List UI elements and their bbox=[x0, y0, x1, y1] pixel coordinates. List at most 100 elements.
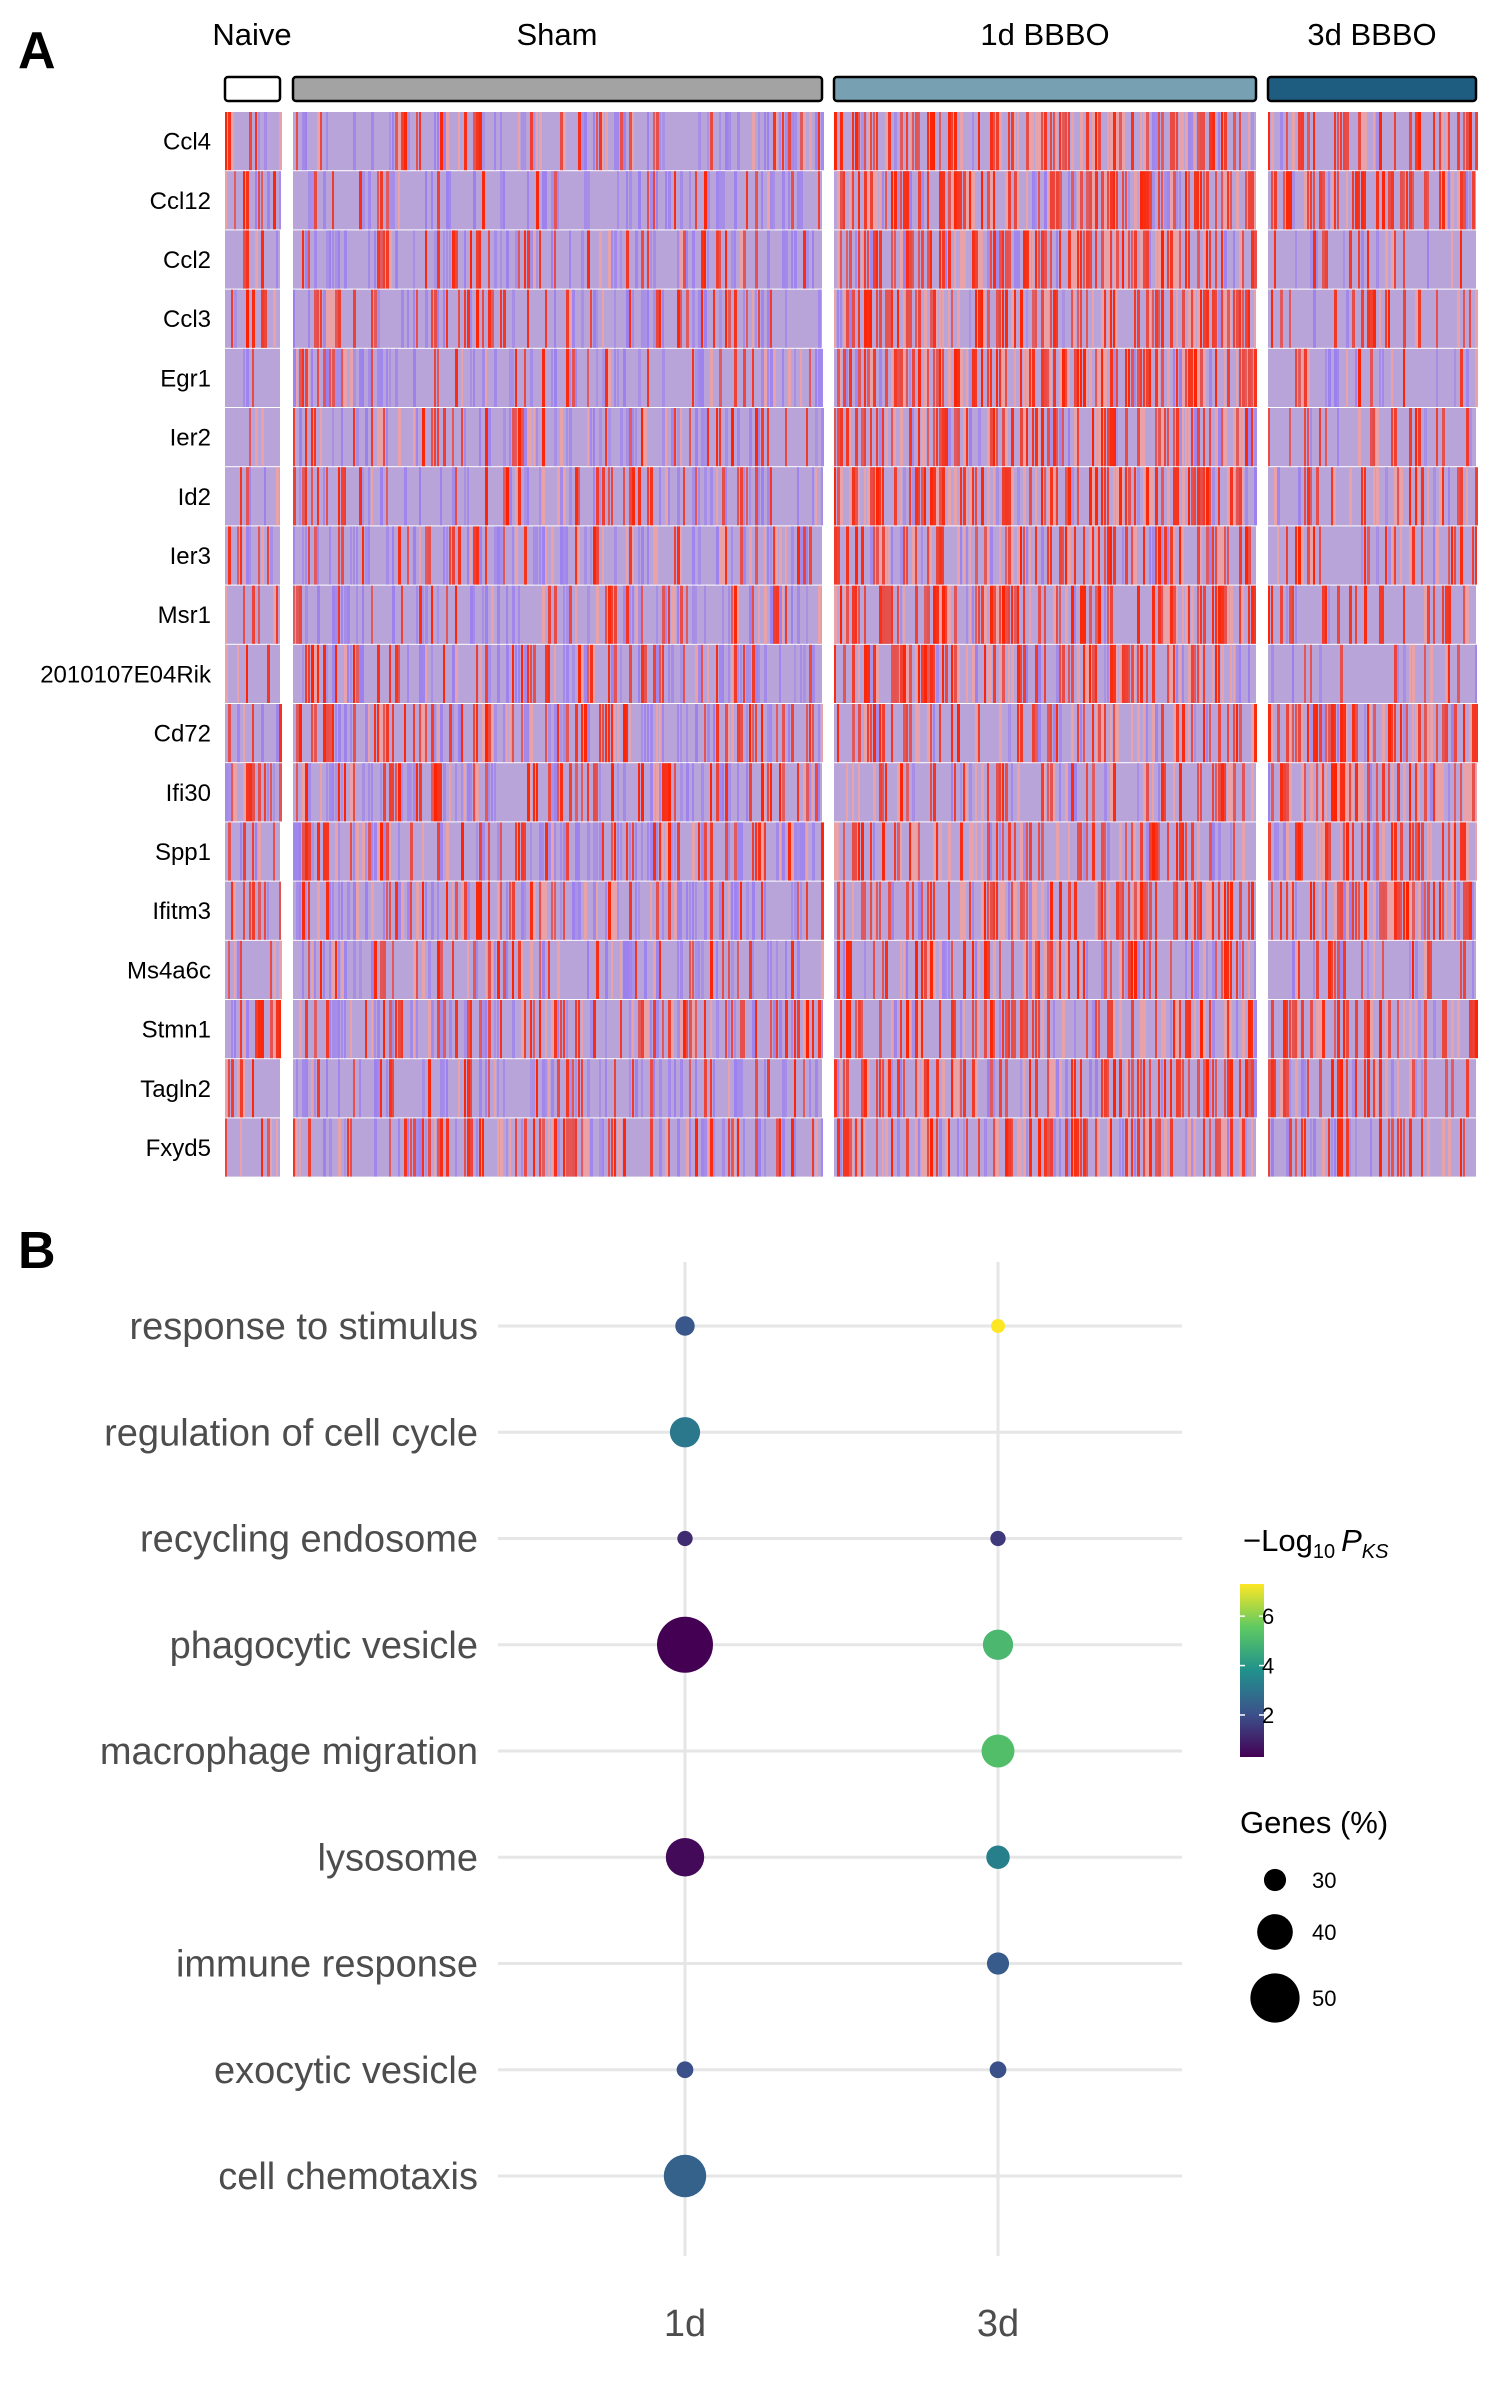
dotplot-gridlines bbox=[498, 1262, 1182, 2256]
heatmap-stripe bbox=[500, 822, 502, 881]
heatmap-stripe bbox=[1304, 408, 1306, 467]
heatmap-stripe bbox=[1014, 1000, 1016, 1059]
heatmap-stripe bbox=[945, 230, 947, 289]
heatmap-stripe bbox=[1143, 940, 1145, 999]
heatmap-stripe bbox=[731, 644, 733, 703]
heatmap-stripe bbox=[273, 171, 276, 230]
heatmap-stripe bbox=[680, 1000, 683, 1059]
heatmap-stripe bbox=[1370, 348, 1373, 407]
heatmap-stripe bbox=[849, 940, 852, 999]
heatmap-stripe bbox=[936, 644, 939, 703]
heatmap-stripe bbox=[1011, 112, 1014, 171]
heatmap-stripe bbox=[1125, 467, 1127, 526]
heatmap-stripe bbox=[629, 408, 632, 467]
heatmap-stripe bbox=[1176, 171, 1178, 230]
heatmap-stripe bbox=[671, 1000, 674, 1059]
heatmap-stripe bbox=[596, 467, 599, 526]
heatmap-stripe bbox=[1209, 822, 1212, 881]
heatmap-stripe bbox=[530, 348, 533, 407]
heatmap-stripe bbox=[1017, 704, 1019, 763]
heatmap-stripe bbox=[737, 467, 739, 526]
heatmap-stripe bbox=[299, 408, 302, 467]
heatmap-stripe bbox=[593, 408, 595, 467]
heatmap-stripe bbox=[788, 822, 791, 881]
gene-label: Egr1 bbox=[160, 365, 211, 392]
heatmap-stripe bbox=[728, 704, 730, 763]
heatmap-stripe bbox=[1427, 171, 1429, 230]
heatmap-stripe bbox=[632, 940, 635, 999]
heatmap-stripe bbox=[1089, 348, 1092, 407]
heatmap-stripe bbox=[1191, 585, 1194, 644]
gene-label: Ifitm3 bbox=[152, 898, 211, 925]
heatmap-stripe bbox=[398, 1000, 401, 1059]
heatmap-stripe bbox=[249, 467, 251, 526]
heatmap-stripe bbox=[1017, 1118, 1020, 1177]
heatmap-stripe bbox=[1283, 1000, 1286, 1059]
heatmap-stripe bbox=[879, 1059, 881, 1118]
heatmap-stripe bbox=[1113, 289, 1115, 348]
heatmap-stripe bbox=[1107, 112, 1109, 171]
heatmap-stripe bbox=[719, 112, 721, 171]
heatmap-stripe bbox=[1298, 704, 1301, 763]
heatmap-stripe bbox=[506, 585, 508, 644]
heatmap-stripe bbox=[1242, 348, 1245, 407]
heatmap-stripe bbox=[1020, 881, 1023, 940]
heatmap-stripe bbox=[443, 230, 445, 289]
heatmap-stripe bbox=[440, 112, 443, 171]
heatmap-stripe bbox=[632, 526, 634, 585]
heatmap-stripe bbox=[350, 1118, 352, 1177]
heatmap-stripe bbox=[837, 704, 839, 763]
heatmap-stripe bbox=[593, 1000, 596, 1059]
heatmap-stripe bbox=[533, 230, 536, 289]
heatmap-stripe bbox=[1104, 289, 1106, 348]
heatmap-stripe bbox=[1113, 763, 1116, 822]
heatmap-stripe bbox=[554, 1118, 557, 1177]
heatmap-stripe bbox=[999, 1000, 1001, 1059]
heatmap-stripe bbox=[302, 230, 304, 289]
heatmap-stripe bbox=[773, 1000, 776, 1059]
heatmap-stripe bbox=[590, 644, 593, 703]
heatmap-stripe bbox=[326, 822, 329, 881]
heatmap-stripe bbox=[641, 822, 643, 881]
heatmap-stripe bbox=[921, 1000, 923, 1059]
heatmap-stripe bbox=[864, 940, 866, 999]
heatmap-stripe bbox=[1373, 1059, 1375, 1118]
heatmap-stripe bbox=[1125, 1059, 1128, 1118]
heatmap-stripe bbox=[779, 763, 781, 822]
heatmap-stripe bbox=[1068, 940, 1070, 999]
heatmap-stripe bbox=[885, 171, 887, 230]
heatmap-stripe bbox=[365, 526, 368, 585]
heatmap-stripe bbox=[1014, 171, 1017, 230]
heatmap-stripe bbox=[1409, 112, 1412, 171]
heatmap-stripe bbox=[1242, 940, 1244, 999]
heatmap-stripe bbox=[638, 763, 640, 822]
heatmap-stripe bbox=[1209, 408, 1211, 467]
heatmap-stripe bbox=[1352, 881, 1354, 940]
heatmap-stripe bbox=[728, 112, 731, 171]
heatmap-stripe bbox=[987, 408, 989, 467]
heatmap-stripe bbox=[1298, 112, 1301, 171]
heatmap-stripe bbox=[936, 585, 939, 644]
heatmap-row bbox=[225, 112, 1478, 171]
heatmap-stripe bbox=[954, 1000, 956, 1059]
heatmap-stripe bbox=[674, 822, 676, 881]
heatmap-stripe bbox=[563, 822, 566, 881]
heatmap-stripe bbox=[1212, 526, 1214, 585]
heatmap-stripe bbox=[605, 704, 607, 763]
heatmap-stripe bbox=[1041, 1000, 1044, 1059]
heatmap-stripe bbox=[677, 585, 679, 644]
heatmap-stripe bbox=[1466, 822, 1469, 881]
heatmap-stripe bbox=[659, 1059, 662, 1118]
heatmap-stripe bbox=[551, 171, 554, 230]
heatmap-stripe bbox=[234, 171, 236, 230]
heatmap-stripe bbox=[455, 763, 457, 822]
heatmap-stripe bbox=[864, 467, 866, 526]
heatmap-stripe bbox=[1149, 1059, 1151, 1118]
heatmap-stripe bbox=[800, 644, 802, 703]
heatmap-stripe bbox=[371, 408, 373, 467]
heatmap-stripe bbox=[461, 704, 463, 763]
heatmap-stripe bbox=[1391, 704, 1393, 763]
heatmap-stripe bbox=[314, 230, 317, 289]
heatmap-stripe bbox=[617, 704, 620, 763]
